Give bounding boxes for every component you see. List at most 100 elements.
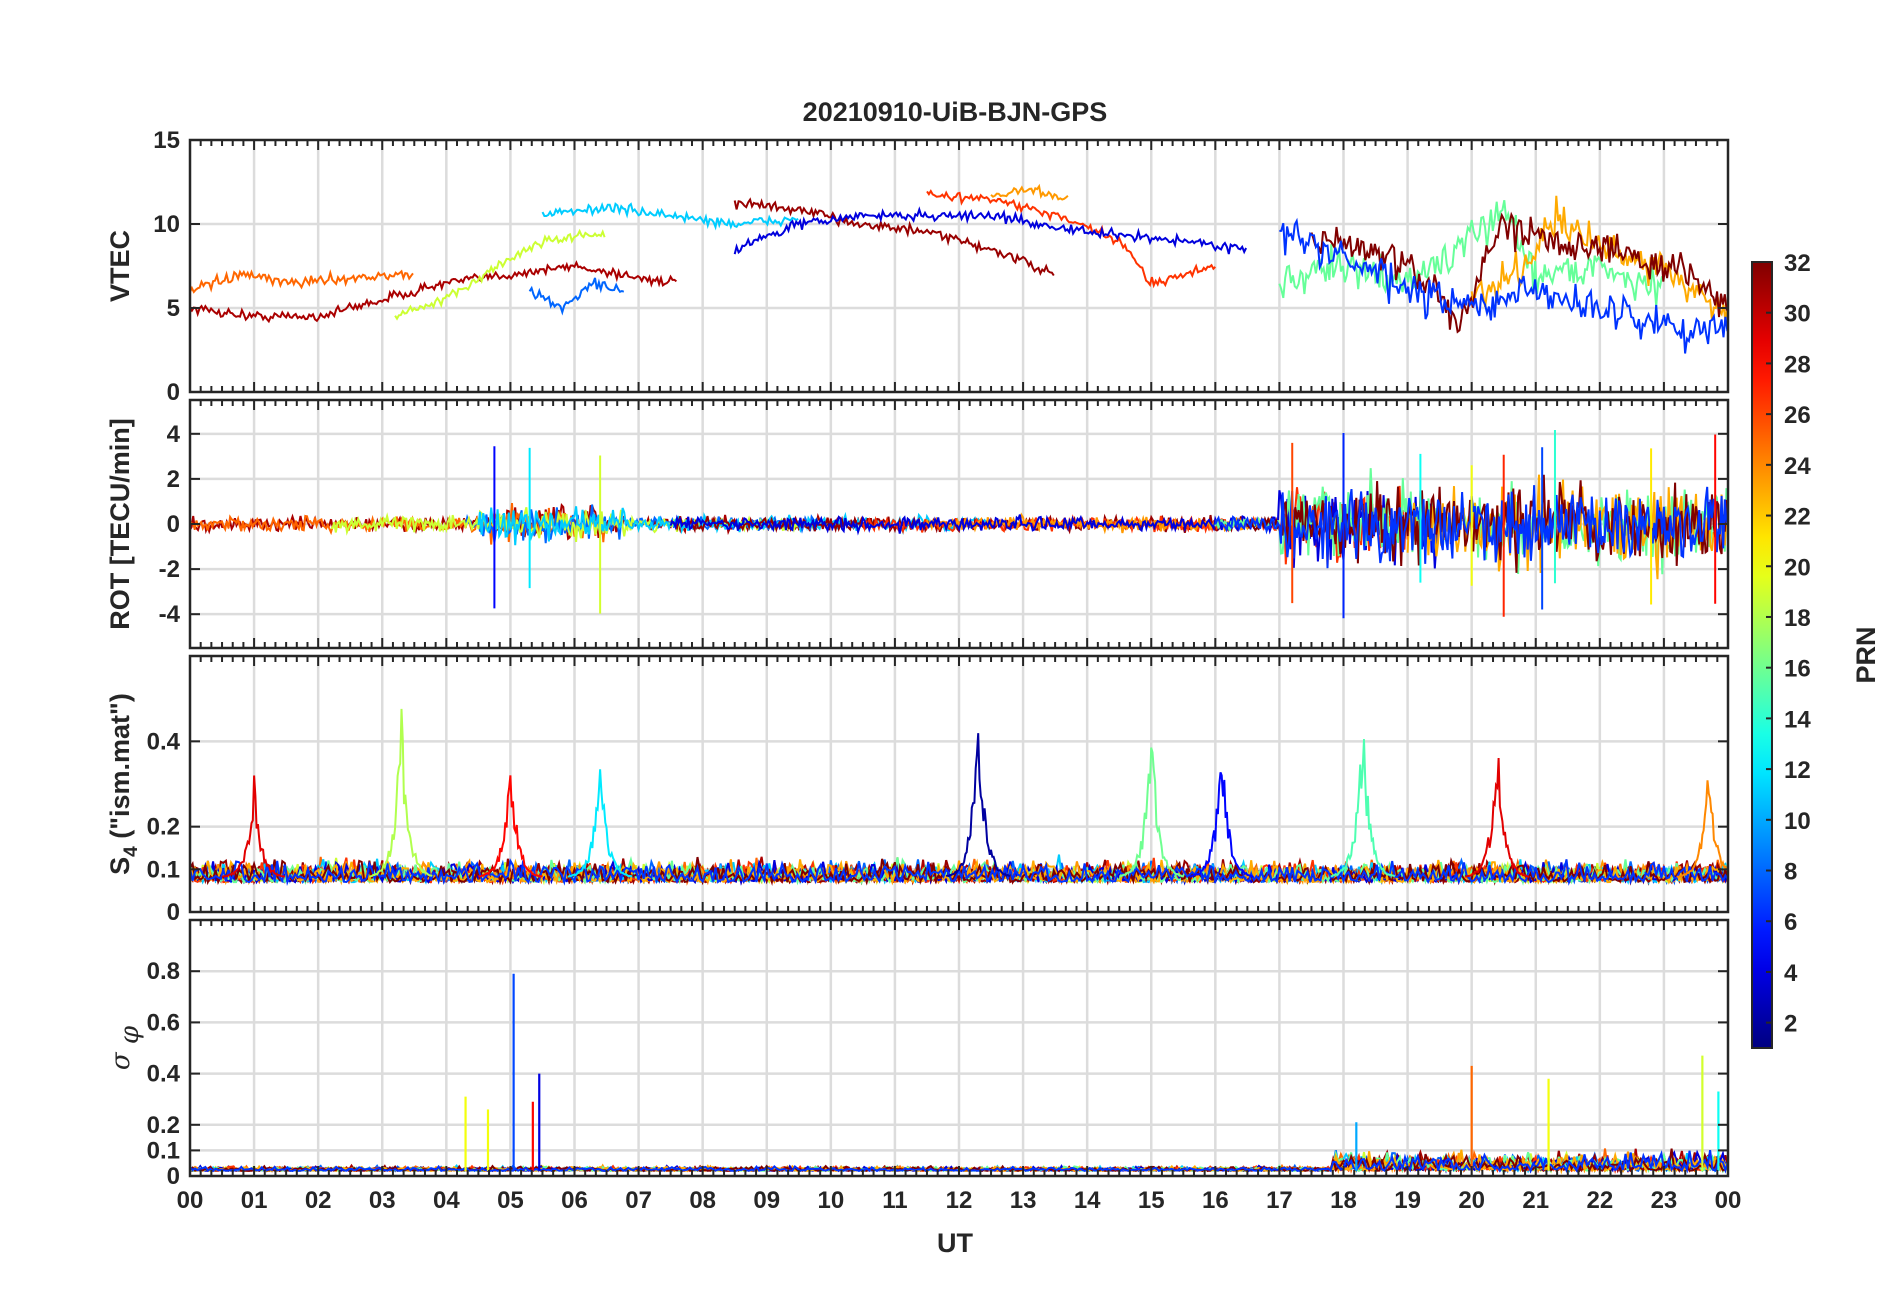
y-tick-label: 0.2	[147, 1112, 180, 1139]
series-vtec	[190, 183, 1728, 354]
x-tick-label: 17	[1266, 1187, 1293, 1214]
vtec-line-prn24	[190, 269, 414, 294]
s4-peak	[1676, 780, 1728, 878]
x-tick-label: 10	[817, 1187, 844, 1214]
colorbar-tick-label: 28	[1784, 351, 1811, 378]
y-tick-label: 5	[167, 295, 180, 322]
vtec-line-prn23	[990, 183, 1069, 201]
y-axis-label-rot: ROT [TECU/min]	[105, 418, 135, 629]
s4-peak	[478, 775, 543, 878]
series-rot	[190, 429, 1728, 619]
colorbar-tick-label: 26	[1784, 402, 1811, 429]
y-axis-label-sigma-phi: σ φ	[106, 1025, 145, 1070]
panel-s4: 0 0.1 0.2 0.4S4 ("ism.mat")	[105, 654, 1730, 926]
y-tick-label: 0	[167, 379, 180, 406]
vtec-line-prn8	[528, 277, 625, 316]
colorbar-tick-label: 24	[1784, 453, 1811, 480]
s4-peak	[1465, 757, 1530, 878]
s4-peak	[1330, 739, 1396, 878]
colorbar-tick-label: 12	[1784, 757, 1811, 784]
vtec-line-prn12	[541, 202, 799, 231]
x-tick-label: 22	[1586, 1187, 1613, 1214]
y-tick-label: 0.6	[147, 1009, 180, 1036]
x-tick-label: 15	[1138, 1187, 1165, 1214]
colorbar-tick-label: 30	[1784, 301, 1811, 328]
x-tick-label: 04	[433, 1187, 460, 1214]
colorbar-gradient	[1751, 261, 1773, 1049]
vtec-line-prn31	[733, 197, 1055, 277]
y-tick-label: 0.4	[147, 728, 181, 755]
vtec-line-prn22	[1470, 195, 1728, 322]
x-tick-labels: 00 01 02 03 04 05 06 07 08 09 10 11 12 13 14 15 16 17 18 19…	[177, 1187, 1742, 1214]
y-tick-label: -2	[159, 556, 180, 583]
x-tick-label: 08	[689, 1187, 716, 1214]
y-axis-label-s4: S4 ("ism.mat")	[105, 693, 142, 875]
x-tick-label: 23	[1651, 1187, 1678, 1214]
y-tick-label: 0	[167, 511, 180, 538]
vtec-line-prn4	[733, 206, 1247, 255]
x-tick-label: 01	[241, 1187, 268, 1214]
colorbar-tick-label: 6	[1784, 909, 1797, 936]
x-tick-label: 12	[946, 1187, 973, 1214]
x-tick-label: 21	[1522, 1187, 1549, 1214]
vtec-line-prn26	[926, 189, 1216, 289]
s4-peak	[369, 708, 433, 878]
x-tick-label: 18	[1330, 1187, 1357, 1214]
vtec-line-prn32	[1310, 211, 1728, 334]
panel-sigma_phi: 00.10.2 0.4 0.6 0.8 σ φ	[106, 918, 1730, 1190]
y-tick-label: 0.2	[147, 814, 180, 841]
y-axis-label-vtec: VTEC	[105, 230, 135, 302]
vtec-line-prn30	[190, 260, 678, 324]
colorbar-tick-label: 14	[1784, 706, 1811, 733]
colorbar-tick-label: 18	[1784, 605, 1811, 632]
x-tick-label: 05	[497, 1187, 524, 1214]
x-ticks-sigma_phi	[199, 920, 1719, 1176]
vtec-line-prn18	[394, 228, 606, 321]
s4-peak	[945, 733, 1011, 878]
y-tick-label: 0	[167, 1163, 180, 1190]
s4-peak	[1189, 771, 1254, 878]
x-tick-label: 19	[1394, 1187, 1421, 1214]
x-tick-label: 00	[1715, 1187, 1742, 1214]
x-tick-label: 02	[305, 1187, 332, 1214]
colorbar-tick-label: 16	[1784, 656, 1811, 683]
colorbar-label: PRN	[1851, 626, 1881, 683]
y-tick-label: 15	[153, 127, 180, 154]
x-tick-label: 09	[753, 1187, 780, 1214]
colorbar-tick-label: 10	[1784, 808, 1811, 835]
x-tick-label: 16	[1202, 1187, 1229, 1214]
y-tick-label: 0.1	[147, 1137, 180, 1164]
s4-peak	[221, 775, 286, 879]
y-tick-label: 0.8	[147, 958, 180, 985]
y-tick-label: 0.4	[147, 1061, 181, 1088]
y-tick-label: -4	[159, 601, 181, 628]
chart-title: 20210910-UiB-BJN-GPS	[803, 97, 1108, 127]
s4-peak	[1119, 747, 1184, 878]
panel-rot: -4 -2 0 2 4 ROT [TECU/min]	[105, 398, 1730, 650]
series-s4	[190, 708, 1728, 886]
y-tick-label: 0.1	[147, 856, 180, 883]
colorbar-tick-label: 22	[1784, 504, 1811, 531]
colorbar-tick-label: 32	[1784, 250, 1811, 277]
grid-vtec	[190, 140, 1728, 392]
s4-line-prn32	[190, 856, 1728, 886]
vtec-line-prn5	[1279, 217, 1728, 354]
x-ticks-vtec	[199, 140, 1719, 392]
y-tick-label: 4	[167, 421, 181, 448]
x-ticks-rot	[199, 400, 1719, 648]
vtec-line-prn15	[1278, 200, 1663, 307]
y-tick-label: 10	[153, 211, 180, 238]
x-axis-label: UT	[937, 1228, 973, 1258]
x-tick-label: 07	[625, 1187, 652, 1214]
panel-vtec: 0 5 10 15 VTEC	[105, 127, 1730, 406]
colorbar-tick-label: 2	[1784, 1011, 1797, 1038]
grid-sigma_phi	[190, 920, 1728, 1176]
x-tick-label: 03	[369, 1187, 396, 1214]
s4-peak	[567, 769, 633, 878]
x-tick-label: 14	[1074, 1187, 1101, 1214]
y-tick-label: 2	[167, 466, 180, 493]
colorbar-tick-label: 8	[1784, 859, 1797, 886]
